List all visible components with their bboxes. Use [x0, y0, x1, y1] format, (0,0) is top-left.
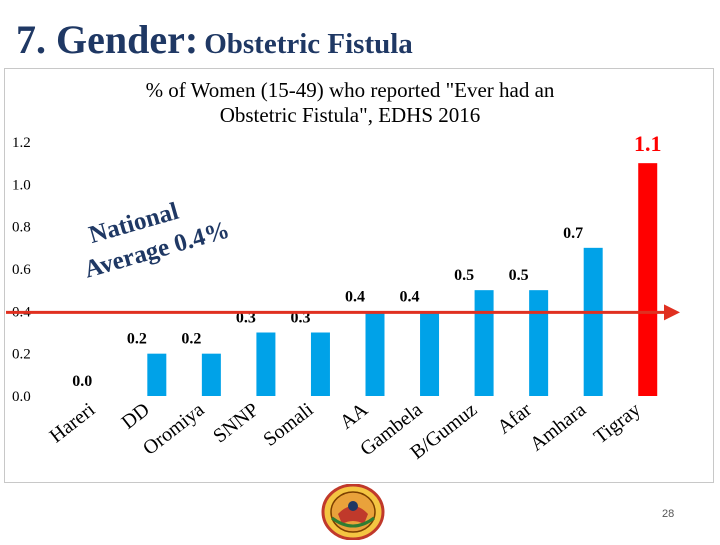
y-tick-label: 0.2	[12, 347, 31, 363]
category-label: DD	[118, 399, 154, 434]
data-label: 0.5	[454, 267, 474, 284]
chart-title-line2: Obstetric Fistula", EDHS 2016	[219, 103, 481, 127]
category-label: AA	[336, 398, 373, 433]
category-label: Hareri	[46, 398, 100, 447]
bar-tigray	[638, 163, 658, 396]
data-label: 1.1	[634, 131, 662, 156]
category-label: Somali	[259, 398, 318, 450]
data-label: 0.2	[181, 331, 201, 348]
slide-title: 7. Gender: Obstetric Fistula	[16, 16, 413, 63]
page-number: 28	[662, 508, 675, 520]
y-tick-label: 0.0	[12, 389, 31, 405]
y-tick-label: 1.0	[12, 177, 31, 193]
bar-snnp	[256, 332, 276, 396]
category-label: Amhara	[526, 399, 590, 456]
chart-title-line1: % of Women (15-49) who reported "Ever ha…	[145, 78, 555, 102]
chart-frame	[4, 68, 714, 483]
bar-aa	[365, 311, 385, 396]
y-tick-label: 0.8	[12, 220, 31, 236]
bar-somali	[310, 332, 330, 396]
category-label: Tigray	[590, 399, 645, 449]
slide-title-sub: Obstetric Fistula	[204, 28, 413, 60]
category-label: Oromiya	[139, 399, 209, 460]
y-tick-label: 0.6	[12, 262, 31, 278]
emblem-logo-icon	[318, 483, 388, 541]
category-label: SNNP	[209, 399, 263, 448]
national-average-arrowhead	[664, 304, 680, 321]
bar-oromiya	[201, 353, 221, 396]
bar-afar	[529, 290, 549, 396]
data-label: 0.4	[345, 288, 365, 305]
chart-title: % of Women (15-49) who reported "Ever ha…	[40, 78, 660, 128]
category-label: Afar	[493, 398, 536, 438]
bar-bgumuz	[474, 290, 494, 396]
bar-dd	[147, 353, 167, 396]
slide-title-main: 7. Gender:	[16, 17, 199, 62]
data-label: 0.7	[563, 225, 583, 242]
data-label: 0.5	[509, 267, 529, 284]
data-label: 0.0	[72, 373, 92, 390]
data-label: 0.2	[127, 331, 147, 348]
bar-gambela	[420, 311, 440, 396]
y-tick-label: 1.2	[12, 135, 31, 151]
data-label: 0.4	[400, 288, 420, 305]
bar-amhara	[583, 247, 603, 396]
